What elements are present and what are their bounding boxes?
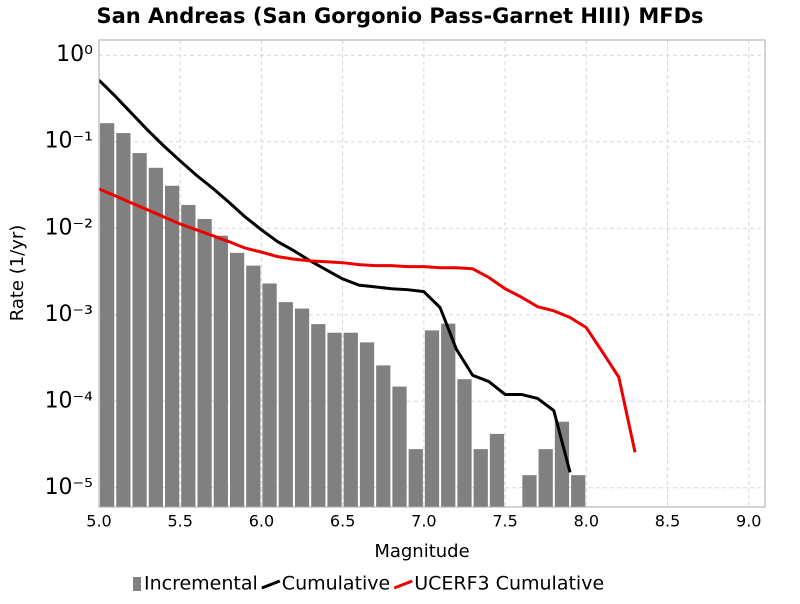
legend-swatch <box>393 579 413 590</box>
y-tick-label: 10⁻² <box>45 215 93 240</box>
bar <box>376 365 391 507</box>
y-tick-label: 10⁻⁵ <box>45 475 93 500</box>
bar <box>554 421 570 507</box>
bar <box>181 204 196 507</box>
x-tick-label: 7.5 <box>492 512 517 531</box>
x-tick-label: 9.0 <box>736 512 761 531</box>
bar <box>359 342 375 507</box>
x-tick-label: 7.0 <box>411 512 436 531</box>
bar <box>327 332 342 507</box>
bar <box>343 332 358 507</box>
legend: Incremental Cumulative UCERF3 Cumulative <box>133 573 604 595</box>
bar <box>229 252 245 507</box>
bar <box>408 449 423 507</box>
bar <box>246 265 261 507</box>
legend-label: UCERF3 Cumulative <box>414 573 604 595</box>
x-tick-label: 5.5 <box>167 512 192 531</box>
bar <box>116 133 131 507</box>
x-tick-label: 5.0 <box>86 512 111 531</box>
bar <box>457 379 472 507</box>
bar <box>571 475 586 507</box>
legend-swatch <box>133 577 141 591</box>
bar <box>441 323 456 507</box>
legend-label: Incremental <box>144 573 258 595</box>
bar <box>538 449 553 507</box>
y-tick-label: 10⁻¹ <box>45 129 93 154</box>
line <box>99 79 572 473</box>
bar <box>278 302 293 507</box>
bar <box>262 283 277 507</box>
x-tick-label: 6.5 <box>330 512 355 531</box>
x-tick-label: 8.5 <box>655 512 680 531</box>
legend-swatch <box>261 579 281 590</box>
plot-area <box>99 79 637 507</box>
bar <box>213 235 228 507</box>
bar <box>522 475 537 507</box>
bar <box>424 330 440 507</box>
legend-label: Cumulative <box>282 573 390 595</box>
bar <box>100 123 115 507</box>
x-axis-label: Magnitude <box>374 541 469 562</box>
bar <box>489 433 505 507</box>
bar <box>294 308 310 507</box>
bar <box>311 324 326 507</box>
bar <box>148 167 163 507</box>
x-tick-label: 8.0 <box>574 512 599 531</box>
bar <box>392 386 407 507</box>
chart-title: San Andreas (San Gorgonio Pass-Garnet HI… <box>96 4 703 28</box>
line <box>99 187 637 453</box>
y-tick-label: 10⁰ <box>56 42 93 67</box>
bar <box>132 153 147 507</box>
y-axis-label: Rate (1/yr) <box>7 225 28 322</box>
bar <box>473 449 488 507</box>
y-tick-label: 10⁻³ <box>45 302 93 327</box>
y-tick-label: 10⁻⁴ <box>45 388 94 413</box>
bar <box>164 185 180 507</box>
bar <box>197 218 212 507</box>
x-tick-label: 6.0 <box>249 512 274 531</box>
plot-frame <box>98 39 766 508</box>
